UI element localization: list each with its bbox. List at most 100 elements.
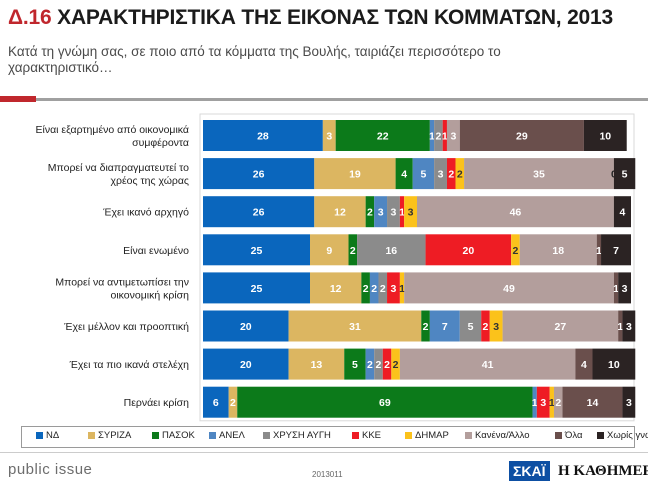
category-label: Έχει ικανό αρχηγό <box>102 207 189 219</box>
data-label: 7 <box>442 321 448 333</box>
data-label: 3 <box>438 169 444 181</box>
data-label: 4 <box>401 169 407 181</box>
bar-segment <box>357 234 426 266</box>
data-label: 3 <box>622 283 628 295</box>
stacked-bar-chart: Είναι εξαρτημένο από οικονομικά συμφέροντ… <box>36 113 636 422</box>
bar-segment <box>288 310 422 342</box>
legend-label: Κανένα/Άλλο <box>475 430 530 441</box>
bar-segment <box>481 310 490 342</box>
bar-segment <box>583 120 627 151</box>
category-label: Είναι εξαρτημένο από οικονομικά συμφέροντ… <box>36 124 190 149</box>
bar-segment <box>417 196 614 228</box>
bar-segment <box>310 272 362 304</box>
legend-label: ΑΝΕΛ <box>219 430 245 441</box>
bar-segment <box>596 234 602 266</box>
category-label: Περνάει κρίση <box>124 397 190 409</box>
data-label: 2 <box>380 283 386 295</box>
bar-segment <box>412 158 435 190</box>
data-label: 2 <box>367 359 373 371</box>
bar-segment <box>335 120 430 151</box>
bar-segment <box>434 120 443 151</box>
legend-swatch <box>209 432 216 439</box>
data-label: 1 <box>429 131 435 143</box>
bar-segment <box>618 310 623 342</box>
bar-segment <box>464 158 614 190</box>
bar-segment <box>455 158 465 190</box>
bar-segment <box>361 272 370 304</box>
legend-label: ΚΚΕ <box>362 430 382 441</box>
legend-item: Κανένα/Άλλο <box>465 430 530 441</box>
data-label: 28 <box>257 131 269 143</box>
bar-segment <box>442 120 447 151</box>
bar-segment <box>446 158 456 190</box>
bar-segment <box>365 348 375 380</box>
data-label: 1 <box>596 245 602 257</box>
data-label: 26 <box>253 169 265 181</box>
bar-segment <box>613 272 619 304</box>
bar-segment <box>348 234 358 266</box>
footer-divider <box>0 452 648 453</box>
legend-item: ΣΥΡΙΖΑ <box>88 430 131 441</box>
data-label: 2 <box>371 283 377 295</box>
bar-segment <box>575 348 593 380</box>
bar-segment <box>374 348 383 380</box>
data-label: 2 <box>448 169 454 181</box>
legend-item: ΧΡΥΣΗ ΑΥΓΗ <box>263 430 331 441</box>
legend-swatch <box>263 432 270 439</box>
bar-segment <box>622 386 636 418</box>
legend-label: Χωρίς γνώμη <box>607 430 648 441</box>
bar-segment <box>391 348 400 380</box>
legend: ΝΔ ΣΥΡΙΖΑ ΠΑΣΟΚ ΑΝΕΛ ΧΡΥΣΗ ΑΥΓΗ ΚΚΕ ΔΗΜΑΡ Κανέν… <box>21 426 648 448</box>
legend-item: ΑΝΕΛ <box>209 430 245 441</box>
brand-skai-logo: ΣΚΑΪ <box>509 461 550 481</box>
data-label: 4 <box>620 207 626 219</box>
bar-segment <box>536 386 550 418</box>
bar-segment <box>374 196 388 228</box>
bar-segment <box>425 234 512 266</box>
brand-public-issue: public issue <box>8 461 93 478</box>
data-label: 3 <box>450 131 456 143</box>
bar-segment <box>549 386 554 418</box>
data-label: 20 <box>463 245 475 257</box>
bar-segment <box>203 348 289 380</box>
bar-segment <box>237 386 533 418</box>
bar-segment <box>203 120 323 151</box>
data-label: 1 <box>399 207 405 219</box>
data-label: 2 <box>363 283 369 295</box>
bar-segment <box>399 348 576 380</box>
legend-label: ΔΗΜΑΡ <box>415 430 449 441</box>
brand-kathimerini-logo: Η ΚΑΘΗΜΕΡΙΝΗ <box>558 463 648 479</box>
data-label: 46 <box>510 207 522 219</box>
data-label: 3 <box>493 321 499 333</box>
bar-segment <box>369 272 379 304</box>
data-label: 3 <box>626 321 632 333</box>
data-label: 2 <box>423 321 429 333</box>
legend-label: ΣΥΡΙΖΑ <box>98 430 132 441</box>
bar-segment <box>601 234 631 266</box>
bar-segment <box>404 196 417 228</box>
data-label: 16 <box>385 245 397 257</box>
bar-segment <box>519 234 597 266</box>
bar-segment <box>399 272 405 304</box>
figure-number: Δ.16 <box>8 6 52 29</box>
data-label: 4 <box>581 359 587 371</box>
bar-segment <box>618 272 631 304</box>
chart-title: Δ.16 ΧΑΡΑΚΤΗΡΙΣΤΙΚΑ ΤΗΣ ΕΙΚΟΝΑΣ ΤΩΝ ΚΟΜΜ… <box>8 6 613 30</box>
bar-segment <box>203 234 310 266</box>
legend-item: ΠΑΣΟΚ <box>152 430 195 441</box>
bar-segment <box>310 234 349 266</box>
data-label: 25 <box>251 283 263 295</box>
data-label: 69 <box>379 397 391 409</box>
data-label: 3 <box>626 397 632 409</box>
bar-segment <box>429 120 435 151</box>
data-label: 1 <box>442 131 448 143</box>
category-label: Έχει τα πιο ικανά στελέχη <box>69 359 190 371</box>
data-label: 3 <box>378 207 384 219</box>
bar-segment <box>203 272 310 304</box>
data-label: 2 <box>555 397 561 409</box>
bar-segment <box>387 272 400 304</box>
data-label: 1 <box>532 397 538 409</box>
data-label: 14 <box>587 397 599 409</box>
data-label: 2 <box>435 131 441 143</box>
legend-item: Όλα <box>555 430 582 441</box>
